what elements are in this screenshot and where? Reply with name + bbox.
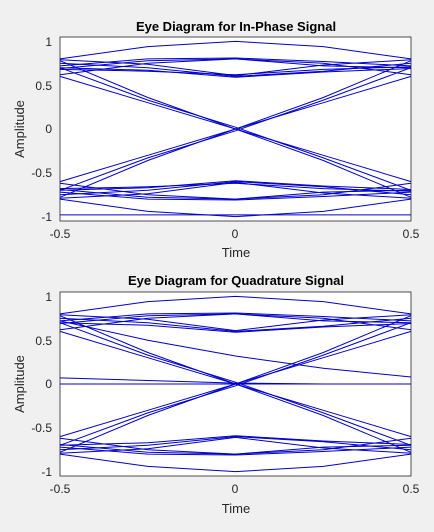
eye-diagram-quadrature: Eye Diagram for Quadrature Signal 1 0.5 … bbox=[12, 273, 420, 516]
traces bbox=[59, 40, 412, 218]
eye-trace bbox=[59, 189, 412, 200]
y-tick-label: 0 bbox=[45, 122, 52, 136]
chart-title: Eye Diagram for In-Phase Signal bbox=[136, 19, 336, 34]
y-tick-label: -1 bbox=[41, 210, 52, 224]
y-tick-label: 1 bbox=[45, 35, 52, 49]
chart-title: Eye Diagram for Quadrature Signal bbox=[128, 273, 344, 288]
x-tick-label: 0 bbox=[232, 482, 239, 496]
y-ticks: 1 0.5 0 -0.5 -1 bbox=[31, 290, 52, 479]
y-axis-label: Amplitude bbox=[12, 355, 27, 413]
eye-diagram-in-phase: Eye Diagram for In-Phase Signal 1 0.5 0 … bbox=[12, 19, 420, 260]
eye-trace bbox=[59, 67, 412, 191]
y-axis-label: Amplitude bbox=[12, 100, 27, 158]
eye-trace bbox=[59, 322, 412, 333]
eye-trace bbox=[59, 58, 412, 69]
eye-trace bbox=[59, 180, 412, 191]
y-tick-label: -0.5 bbox=[31, 166, 52, 180]
x-tick-label: 0.5 bbox=[403, 482, 420, 496]
traces bbox=[59, 295, 412, 473]
y-tick-label: -1 bbox=[41, 465, 52, 479]
eye-trace bbox=[59, 182, 412, 192]
eye-trace bbox=[59, 314, 412, 332]
y-tick-label: 1 bbox=[45, 290, 52, 304]
x-axis-label: Time bbox=[222, 501, 250, 516]
eye-trace bbox=[59, 436, 412, 451]
eye-trace bbox=[59, 295, 412, 315]
eye-trace bbox=[59, 67, 412, 78]
eye-trace bbox=[59, 181, 412, 199]
eye-trace bbox=[59, 320, 412, 378]
x-axis-label: Time bbox=[222, 245, 250, 260]
y-tick-label: 0.5 bbox=[35, 334, 52, 348]
x-tick-label: -0.5 bbox=[50, 227, 71, 241]
eye-trace bbox=[59, 453, 412, 473]
y-tick-label: 0.5 bbox=[35, 79, 52, 93]
eye-trace bbox=[59, 40, 412, 60]
eye-trace bbox=[59, 313, 412, 324]
eye-trace bbox=[59, 67, 412, 191]
eye-trace bbox=[59, 317, 412, 332]
eye-trace bbox=[59, 436, 412, 454]
eye-trace bbox=[59, 198, 412, 218]
eye-trace bbox=[59, 435, 412, 446]
x-tick-label: 0 bbox=[232, 227, 239, 241]
x-ticks: -0.5 0 0.5 bbox=[50, 227, 420, 241]
y-ticks: 1 0.5 0 -0.5 -1 bbox=[31, 35, 52, 224]
eye-trace bbox=[59, 66, 412, 76]
y-tick-label: 0 bbox=[45, 377, 52, 391]
x-ticks: -0.5 0 0.5 bbox=[50, 482, 420, 496]
eye-trace bbox=[59, 444, 412, 455]
x-tick-label: 0.5 bbox=[403, 227, 420, 241]
eye-trace bbox=[59, 75, 412, 183]
y-tick-label: -0.5 bbox=[31, 421, 52, 435]
eye-trace bbox=[59, 322, 412, 446]
eye-trace bbox=[59, 322, 412, 446]
eye-trace bbox=[59, 59, 412, 77]
x-tick-label: -0.5 bbox=[50, 482, 71, 496]
